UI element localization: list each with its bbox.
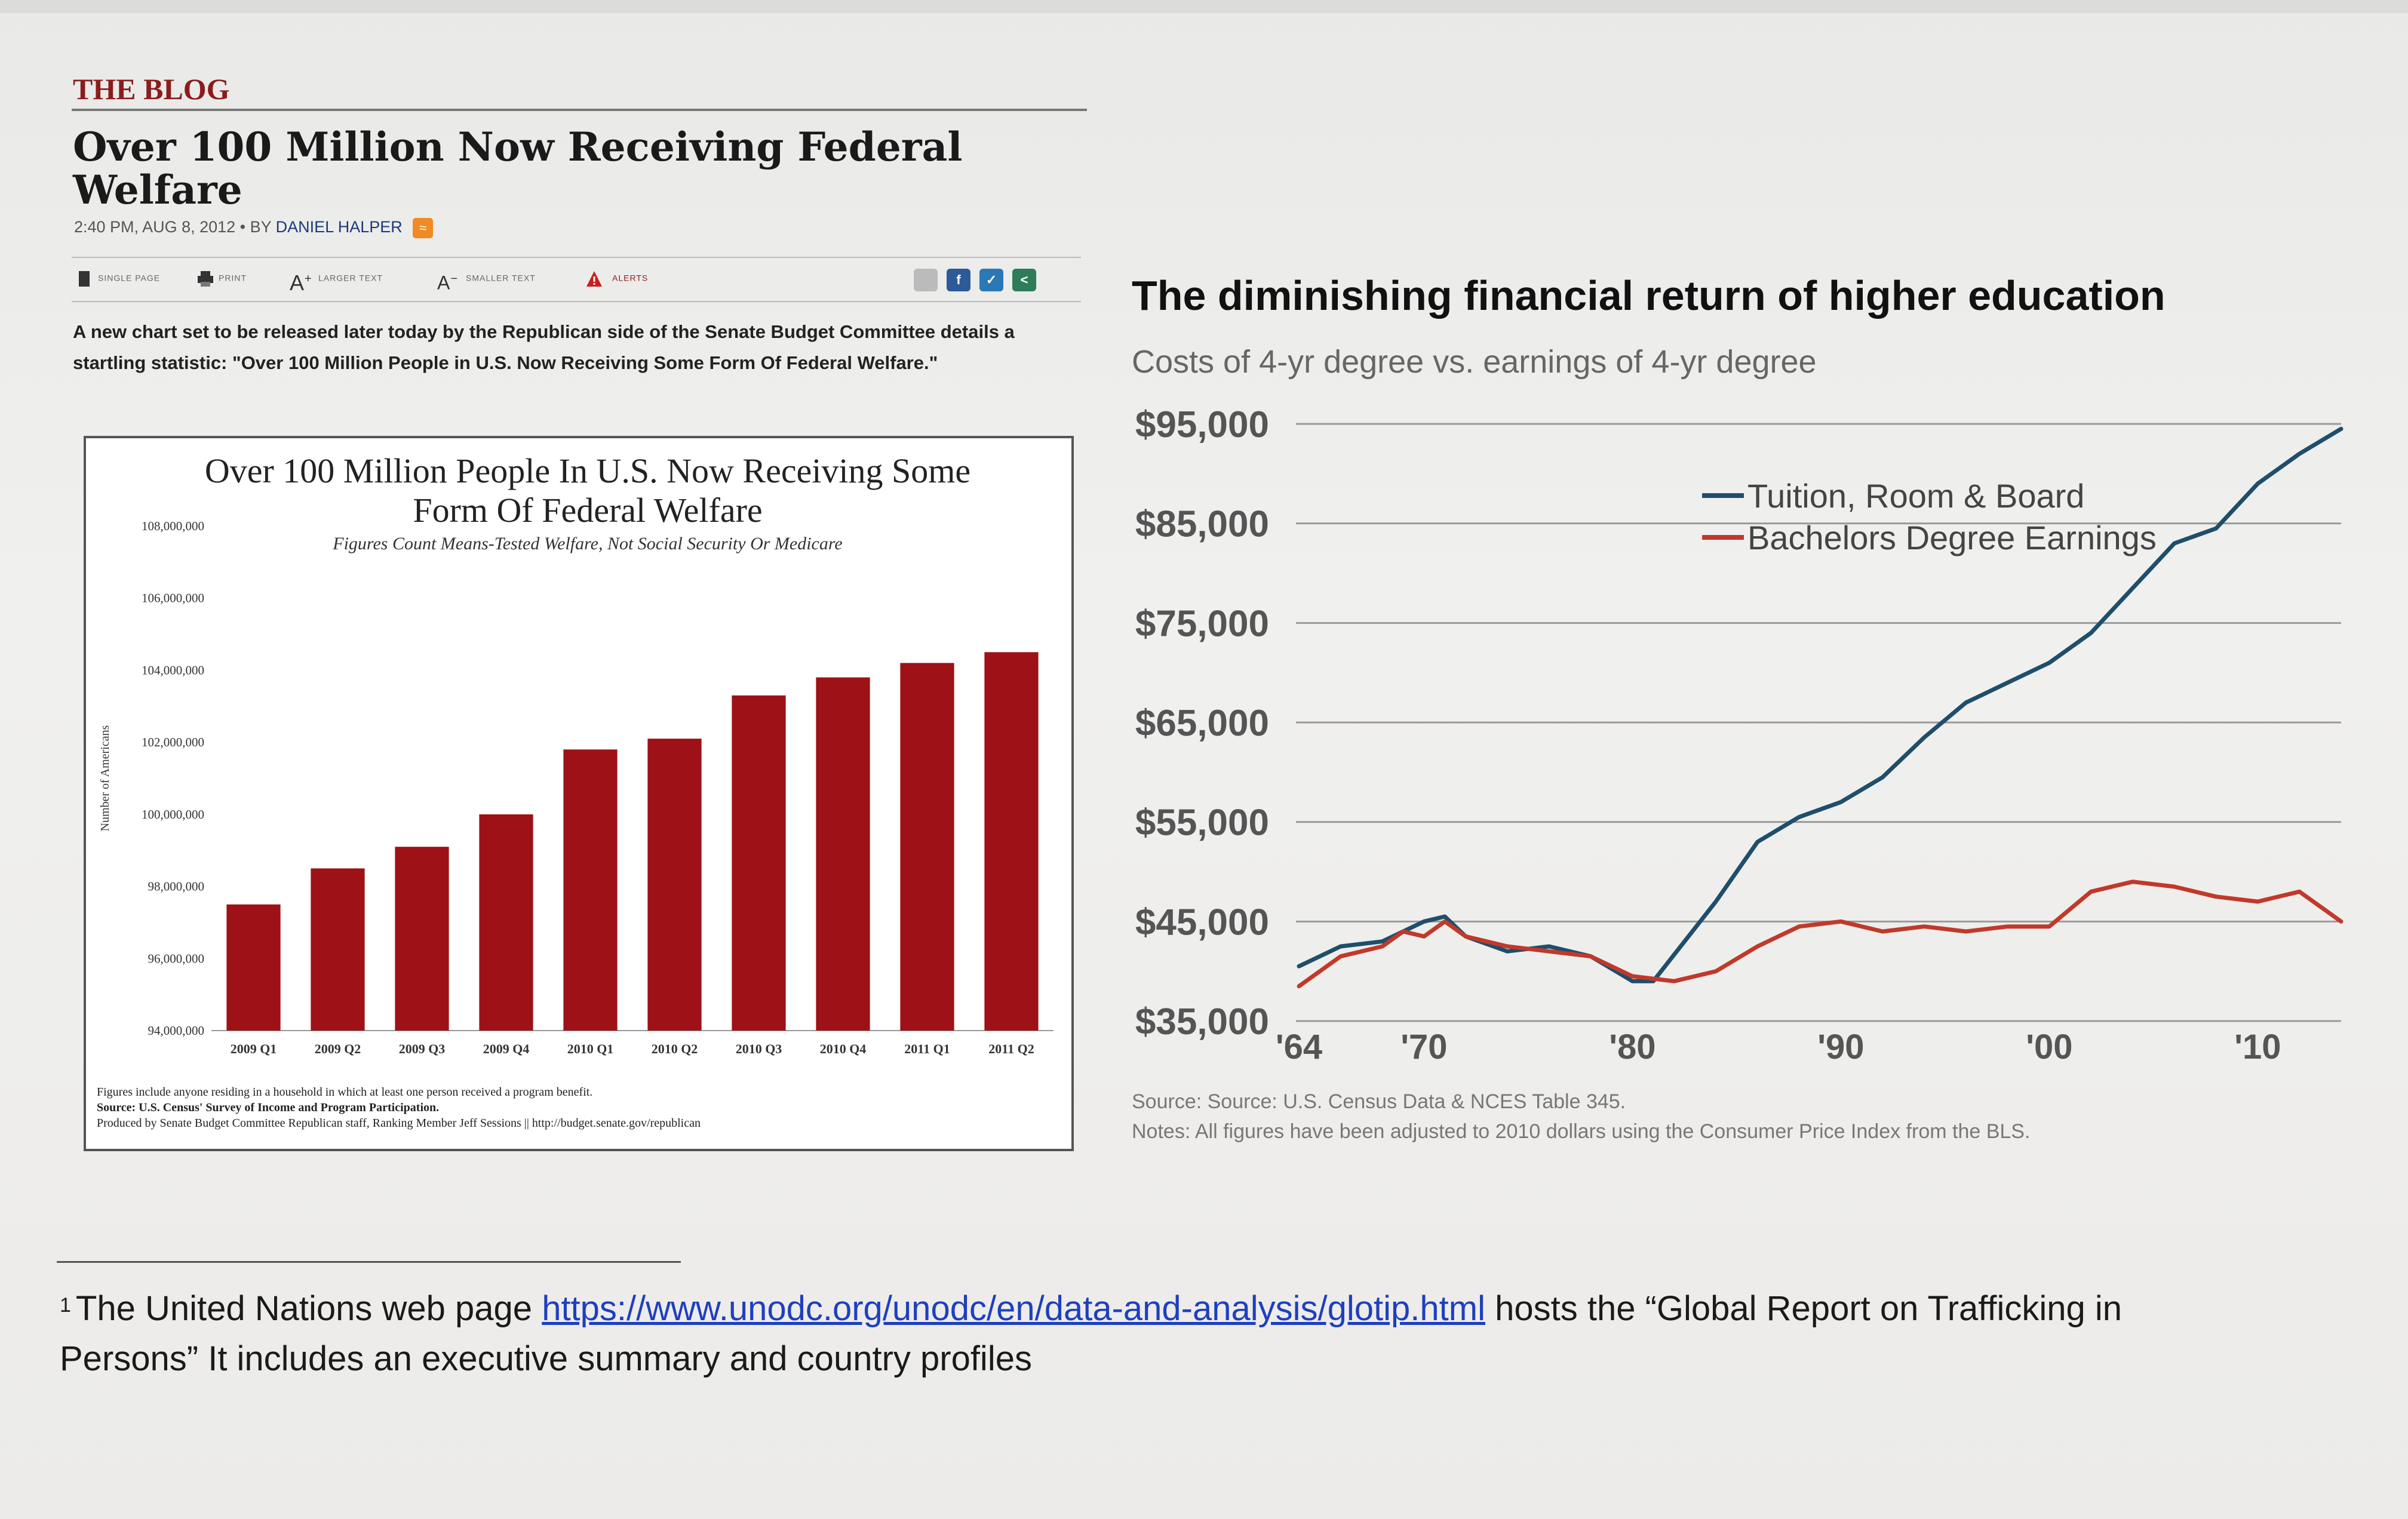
welfare-chart-title: Over 100 Million People In U.S. Now Rece…	[204, 451, 971, 530]
alerts-button[interactable]: ALERTS	[581, 270, 648, 288]
footnote: 1 The United Nations web page https://www…	[60, 1284, 2269, 1384]
article-intro: A new chart set to be released later tod…	[73, 321, 1015, 373]
education-x-tick-label: '10	[2234, 1028, 2281, 1066]
footnote-text-after: hosts the “Global Report on Trafficking …	[60, 1289, 2123, 1378]
welfare-x-tick-label: 2009 Q1	[231, 1041, 277, 1056]
facebook-icon: f	[956, 272, 961, 287]
document-icon	[79, 271, 90, 287]
alerts-label: ALERTS	[612, 273, 649, 283]
blog-panel: THE BLOG Over 100 Million Now Receiving …	[66, 66, 1093, 1151]
print-button[interactable]: PRINT	[197, 270, 247, 288]
single-page-button[interactable]: SINGLE PAGE	[76, 270, 160, 288]
education-y-tick-label: $45,000	[1135, 902, 1269, 943]
alert-icon	[586, 271, 602, 287]
welfare-x-tick-label: 2010 Q3	[736, 1041, 782, 1056]
welfare-bar	[732, 695, 786, 1031]
education-chart-title: The diminishing financial return of high…	[1132, 272, 2166, 319]
footnote-text-before: The United Nations web page	[75, 1289, 542, 1328]
education-y-tick-label: $65,000	[1135, 703, 1269, 744]
welfare-bar	[816, 677, 870, 1031]
welfare-y-tick-label: 100,000,000	[142, 807, 204, 822]
footnote-link[interactable]: https://www.unodc.org/unodc/en/data-and-…	[542, 1289, 1485, 1328]
top-screen-strip	[0, 0, 2408, 13]
welfare-y-tick-label: 96,000,000	[148, 951, 205, 965]
education-x-tick-label: '00	[2026, 1028, 2072, 1066]
welfare-x-tick-label: 2009 Q3	[399, 1041, 446, 1056]
printer-icon	[198, 271, 213, 287]
welfare-chart-frame: Over 100 Million People In U.S. Now Rece…	[84, 436, 1074, 1151]
welfare-bar	[311, 868, 365, 1031]
share-icon: <	[1020, 272, 1028, 287]
welfare-note-produced: Produced by Senate Budget Committee Repu…	[97, 1117, 701, 1130]
education-line-chart: $35,000 $45,000 $55,000 $65,000 $75,000 $85,0…	[1135, 404, 2344, 1066]
welfare-note-figures: Figures include anyone residing in a hou…	[97, 1086, 593, 1099]
larger-text-label: LARGER TEXT	[318, 273, 383, 283]
share-icon-button[interactable]: <	[1012, 269, 1036, 291]
welfare-y-axis-label: Number of Americans	[99, 725, 112, 831]
footnote-divider	[57, 1261, 681, 1263]
twitter-icon: ✓	[985, 272, 997, 287]
welfare-chart-notes: Figures include anyone residing in a hou…	[97, 1084, 1052, 1131]
blog-section-label[interactable]: THE BLOG	[73, 72, 230, 106]
education-source-line: Source: Source: U.S. Census Data & NCES …	[1132, 1090, 1626, 1113]
welfare-bar-chart: 94,000,000 96,000,000 98,000,000 100,000,00…	[99, 519, 1054, 1056]
welfare-y-tick-label: 108,000,000	[142, 519, 204, 533]
welfare-bar	[984, 652, 1039, 1031]
welfare-x-tick-label: 2011 Q2	[988, 1041, 1034, 1056]
education-x-tick-label: '90	[1817, 1028, 1864, 1066]
byline-timestamp: 2:40 PM, AUG 8, 2012 • BY	[74, 218, 272, 236]
welfare-y-tick-label: 98,000,000	[148, 880, 205, 894]
print-label: PRINT	[219, 273, 247, 283]
welfare-y-tick-label: 104,000,000	[142, 663, 204, 677]
welfare-x-tick-label: 2010 Q1	[567, 1041, 614, 1056]
education-y-tick-label: $35,000	[1135, 1001, 1269, 1043]
welfare-bar	[395, 847, 449, 1031]
welfare-x-tick-label: 2010 Q2	[652, 1041, 698, 1056]
article-toolbar: SINGLE PAGE PRINT A+ LARGER TEXT A− SMALLE…	[72, 257, 1081, 302]
education-chart-source: Source: Source: U.S. Census Data & NCES …	[1132, 1087, 2030, 1146]
tuition-legend-label: Tuition, Room & Board	[1747, 477, 2084, 515]
welfare-y-tick-label: 94,000,000	[148, 1023, 205, 1038]
education-chart-subtitle: Costs of 4-yr degree vs. earnings of 4-y…	[1132, 344, 1817, 380]
larger-text-button[interactable]: A+ LARGER TEXT	[290, 270, 383, 295]
education-x-tick-label: '70	[1400, 1028, 1447, 1066]
byline-author-link[interactable]: DANIEL HALPER	[275, 218, 403, 236]
welfare-x-tick-label: 2009 Q4	[483, 1041, 530, 1056]
education-y-tick-label: $95,000	[1135, 404, 1269, 445]
education-x-tick-label: '80	[1609, 1028, 1656, 1066]
education-y-tick-label: $55,000	[1135, 802, 1269, 844]
single-page-label: SINGLE PAGE	[98, 273, 161, 283]
welfare-bar	[647, 739, 702, 1031]
rss-icon[interactable]: ≈	[413, 218, 434, 238]
article-title[interactable]: Over 100 Million Now Receiving Federal W…	[73, 124, 963, 213]
education-x-tick-label: '64	[1276, 1028, 1322, 1066]
education-y-tick-label: $85,000	[1135, 504, 1269, 545]
text-smaller-icon: A−	[437, 272, 459, 294]
welfare-bar	[900, 663, 954, 1031]
text-larger-icon: A+	[290, 270, 312, 295]
welfare-bar	[226, 904, 281, 1031]
facebook-share-button[interactable]: f	[947, 269, 970, 291]
welfare-bar	[563, 749, 618, 1031]
blog-header-divider	[72, 109, 1087, 111]
footnote-number: 1	[60, 1294, 71, 1317]
welfare-chart-subtitle: Figures Count Means-Tested Welfare, Not …	[333, 534, 843, 554]
welfare-bar	[479, 814, 533, 1031]
welfare-note-source: Source: U.S. Census' Survey of Income an…	[97, 1101, 440, 1114]
welfare-x-tick-label: 2011 Q1	[904, 1041, 950, 1056]
education-y-tick-label: $75,000	[1135, 603, 1269, 644]
smaller-text-button[interactable]: A− SMALLER TEXT	[437, 270, 536, 294]
smaller-text-label: SMALLER TEXT	[466, 273, 536, 283]
welfare-x-tick-label: 2009 Q2	[315, 1041, 361, 1056]
earnings-legend-label: Bachelors Degree Earnings	[1747, 519, 2157, 556]
email-share-button[interactable]	[914, 269, 938, 291]
education-notes-line: Notes: All figures have been adjusted to…	[1132, 1120, 2031, 1143]
twitter-share-button[interactable]: ✓	[979, 269, 1003, 291]
welfare-y-tick-label: 106,000,000	[142, 591, 204, 605]
earnings-series-line	[1297, 880, 2344, 989]
tuition-series-line	[1297, 426, 2344, 983]
welfare-y-tick-label: 102,000,000	[142, 735, 204, 749]
article-byline: 2:40 PM, AUG 8, 2012 • BY DANIEL HALPER …	[74, 218, 434, 238]
welfare-x-tick-label: 2010 Q4	[820, 1041, 867, 1056]
